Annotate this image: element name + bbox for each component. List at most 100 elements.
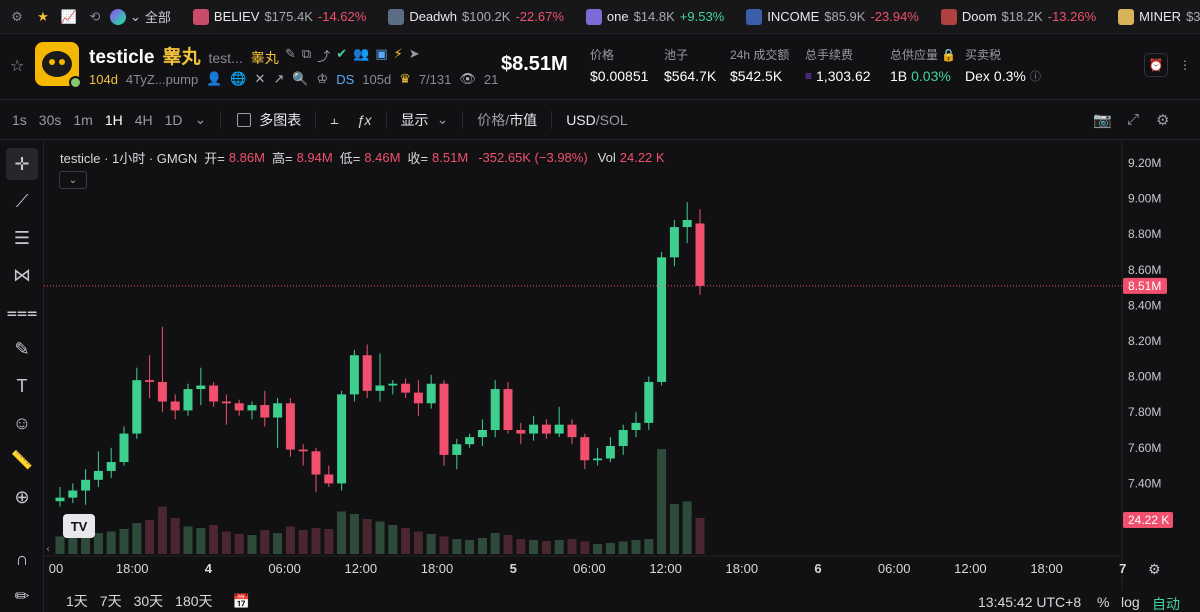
x-twitter-icon[interactable]: ✕ (254, 71, 266, 86)
ticker-item[interactable]: BELIEV $175.4K -14.62% (192, 8, 366, 25)
ticker-item[interactable]: Deadwh $100.2K -22.67% (388, 8, 564, 25)
edit-icon[interactable]: ✎ (285, 46, 296, 61)
candle-body[interactable] (298, 449, 308, 452)
candle-body[interactable] (93, 470, 103, 480)
candle-body[interactable] (605, 446, 615, 459)
emoji-icon[interactable]: ☺ (12, 412, 32, 433)
pattern-icon[interactable]: ⋈ (13, 264, 31, 285)
magnet-icon[interactable]: ∩ (15, 548, 29, 569)
candle-body[interactable] (145, 380, 155, 382)
candle-body[interactable] (567, 424, 577, 438)
candle-body[interactable] (644, 381, 654, 423)
candle-body[interactable] (247, 405, 257, 411)
candle-body[interactable] (580, 437, 590, 461)
candle-body[interactable] (375, 385, 385, 391)
timeframe-1h[interactable]: 1H (104, 111, 123, 128)
candle-body[interactable] (388, 383, 398, 386)
candle-body[interactable] (593, 458, 603, 461)
chart-badge-icon[interactable]: ▣ (375, 46, 388, 61)
percent-toggle[interactable]: % (1097, 594, 1110, 610)
candle-body[interactable] (426, 383, 436, 404)
camera-icon[interactable]: 📷 (1093, 112, 1112, 129)
community-icon[interactable]: 👥 (353, 46, 370, 61)
timeframe-1m[interactable]: 1m (73, 111, 93, 128)
candle-body[interactable] (324, 474, 334, 484)
candle-body[interactable] (119, 433, 129, 463)
candle-body[interactable] (465, 437, 475, 445)
candle-body[interactable] (452, 444, 462, 455)
ticker-item[interactable]: Doom $18.2K -13.26% (940, 8, 1096, 25)
candle-body[interactable] (183, 389, 193, 411)
candle-body[interactable] (439, 383, 449, 455)
timeframe-dropdown-icon[interactable]: ⌄ (194, 111, 207, 127)
alarm-button[interactable]: ⏰ (1144, 53, 1168, 77)
text-tool-icon[interactable]: T (16, 375, 28, 396)
settings-icon[interactable]: ⚙ (1156, 112, 1170, 129)
gear-icon[interactable]: ⚙ (11, 8, 23, 24)
candle-body[interactable] (477, 430, 487, 438)
candle-body[interactable] (170, 401, 180, 411)
indicators-icon[interactable]: ƒx (356, 111, 372, 128)
copy-icon[interactable]: ⧉ (301, 46, 312, 61)
range-30d[interactable]: 30天 (133, 593, 164, 609)
candle-body[interactable] (349, 355, 359, 395)
fib-icon[interactable]: ⩶ (6, 301, 38, 322)
log-toggle[interactable]: log (1121, 594, 1140, 610)
candle-body[interactable] (234, 403, 244, 411)
share-icon[interactable]: ⤴ (317, 49, 331, 64)
fullscreen-icon[interactable]: ⤢ (1127, 111, 1140, 128)
ticker-item[interactable]: MINER $341.8K (1118, 8, 1200, 25)
axis-settings-icon[interactable]: ⚙ (1148, 562, 1161, 578)
ticker-item[interactable]: one $14.8K +9.53% (585, 8, 724, 25)
ruler-icon[interactable]: 📏 (10, 449, 34, 470)
candle-body[interactable] (503, 389, 513, 430)
globe-icon[interactable]: 🌐 (230, 71, 247, 86)
candle-body[interactable] (106, 462, 116, 471)
candle-body[interactable] (132, 380, 142, 434)
range-1d[interactable]: 1天 (66, 593, 88, 609)
timeframe-4h[interactable]: 4H (134, 111, 153, 128)
user-icon[interactable]: 👤 (206, 71, 223, 86)
candle-body[interactable] (695, 223, 705, 286)
pencil-lock-icon[interactable]: ✏ (14, 585, 30, 606)
timeframe-1d[interactable]: 1D (164, 111, 183, 128)
candle-body[interactable] (157, 381, 167, 402)
candle-body[interactable] (413, 392, 423, 404)
display-menu[interactable]: 显示 (400, 111, 429, 128)
candle-body[interactable] (260, 405, 270, 418)
candle-body[interactable] (554, 424, 564, 434)
history-icon[interactable]: ⟲ (89, 8, 101, 24)
chart-trend-icon[interactable]: 📈 (60, 8, 78, 24)
dex-screener-label[interactable]: DS (336, 71, 355, 87)
candle-body[interactable] (221, 401, 231, 404)
candle-body[interactable] (311, 451, 321, 475)
candle-body[interactable] (657, 257, 667, 382)
timeframe-30s[interactable]: 30s (38, 111, 62, 128)
token-address[interactable]: 4TyZ...pump (125, 71, 199, 87)
horizontal-lines-icon[interactable]: ☰ (13, 227, 31, 248)
scroll-left-icon[interactable]: ‹ (46, 544, 50, 555)
candle-body[interactable] (682, 219, 692, 228)
candle-body[interactable] (337, 394, 347, 484)
range-7d[interactable]: 7天 (99, 593, 122, 609)
multi-chart-label[interactable]: 多图表 (259, 111, 302, 128)
toggle-price[interactable]: 价格 (477, 111, 506, 128)
legend-collapse-button[interactable]: ⌄ (59, 171, 87, 189)
candle-body[interactable] (68, 490, 78, 498)
candle-body[interactable] (273, 403, 283, 418)
candle-body[interactable] (631, 422, 641, 430)
toggle-sol[interactable]: SOL (599, 111, 628, 128)
toggle-usd[interactable]: USD (566, 111, 596, 128)
ticker-filter-dropdown[interactable]: ⌄ 全部 (110, 7, 171, 26)
date-range-icon[interactable]: 📅 (232, 592, 250, 609)
brush-icon[interactable]: ✎ (14, 338, 30, 359)
candle-body[interactable] (209, 385, 219, 402)
multi-chart-checkbox[interactable] (237, 112, 252, 127)
candle-body[interactable] (490, 389, 500, 430)
favorite-star-icon[interactable]: ☆ (10, 58, 25, 75)
auto-scale-toggle[interactable]: 自动 (1152, 596, 1180, 612)
trend-line-icon[interactable]: ⟋ (15, 190, 29, 211)
tradingview-logo[interactable]: TV (63, 514, 95, 538)
telegram-icon[interactable]: ➤ (408, 46, 420, 61)
timeframe-1s[interactable]: 1s (12, 111, 27, 128)
